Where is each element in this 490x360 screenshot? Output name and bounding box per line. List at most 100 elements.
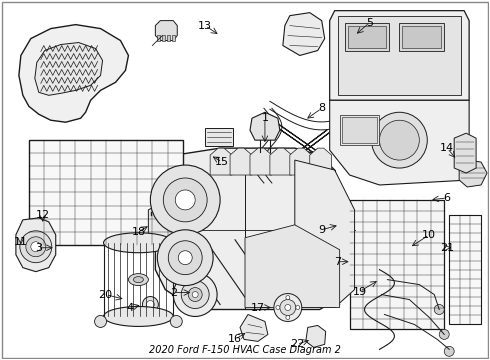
Circle shape	[265, 115, 275, 125]
Circle shape	[371, 112, 427, 168]
Bar	[449, 215, 481, 324]
Polygon shape	[330, 11, 469, 100]
Bar	[349, 200, 444, 329]
Circle shape	[163, 178, 207, 222]
Circle shape	[280, 300, 296, 315]
Circle shape	[286, 296, 290, 300]
Circle shape	[178, 251, 192, 265]
Text: 7: 7	[334, 257, 341, 267]
Text: 4: 4	[127, 302, 134, 312]
Bar	[402, 26, 441, 48]
Text: 21: 21	[440, 243, 454, 253]
Ellipse shape	[103, 233, 173, 253]
Polygon shape	[245, 225, 340, 307]
Text: 20: 20	[98, 289, 113, 300]
Text: 15: 15	[215, 157, 229, 167]
Circle shape	[20, 231, 52, 263]
Text: 5: 5	[366, 18, 373, 28]
Bar	[29, 140, 183, 245]
Ellipse shape	[133, 276, 144, 283]
Bar	[342, 117, 377, 143]
Polygon shape	[295, 160, 355, 307]
Circle shape	[175, 190, 195, 210]
Circle shape	[434, 305, 444, 315]
Polygon shape	[148, 202, 178, 242]
Bar	[344, 23, 390, 50]
Bar	[167, 35, 171, 41]
Polygon shape	[377, 245, 401, 261]
Polygon shape	[19, 24, 128, 122]
Text: 14: 14	[440, 143, 454, 153]
Text: 16: 16	[228, 334, 242, 345]
Text: 17: 17	[251, 302, 265, 312]
Bar	[29, 140, 183, 245]
Polygon shape	[155, 21, 177, 41]
Circle shape	[95, 315, 106, 328]
Circle shape	[147, 301, 154, 309]
Circle shape	[150, 165, 220, 235]
Polygon shape	[283, 13, 325, 55]
Circle shape	[296, 306, 300, 310]
Circle shape	[173, 273, 217, 316]
Ellipse shape	[128, 274, 148, 285]
Text: 2020 Ford F-150 HVAC Case Diagram 2: 2020 Ford F-150 HVAC Case Diagram 2	[149, 345, 341, 355]
Text: 1: 1	[262, 113, 269, 123]
Polygon shape	[290, 148, 312, 175]
Circle shape	[157, 230, 213, 285]
Polygon shape	[306, 325, 326, 347]
Circle shape	[26, 237, 46, 257]
Circle shape	[168, 241, 202, 275]
Text: 12: 12	[36, 210, 50, 220]
Text: 3: 3	[35, 243, 42, 253]
Circle shape	[171, 315, 182, 328]
Bar	[349, 200, 444, 329]
Text: 10: 10	[422, 230, 436, 240]
Bar	[162, 35, 165, 41]
Polygon shape	[459, 160, 487, 187]
Bar	[449, 215, 481, 324]
Polygon shape	[230, 148, 252, 175]
Bar	[338, 15, 461, 95]
Polygon shape	[240, 315, 268, 341]
Bar	[157, 35, 160, 41]
Polygon shape	[16, 218, 56, 272]
Text: 13: 13	[198, 21, 212, 31]
Text: 18: 18	[131, 227, 146, 237]
Circle shape	[444, 346, 454, 356]
Polygon shape	[343, 245, 367, 261]
Polygon shape	[155, 148, 360, 310]
Bar	[347, 26, 387, 48]
Bar	[205, 128, 233, 146]
Polygon shape	[210, 148, 232, 175]
Polygon shape	[454, 133, 476, 173]
Text: 19: 19	[352, 287, 367, 297]
Circle shape	[274, 293, 302, 321]
Text: 22: 22	[290, 339, 304, 349]
Polygon shape	[330, 100, 469, 185]
Text: 11: 11	[14, 237, 28, 247]
Text: 9: 9	[318, 225, 325, 235]
Circle shape	[390, 130, 399, 140]
Bar	[340, 115, 379, 145]
Circle shape	[439, 329, 449, 339]
Polygon shape	[310, 148, 332, 175]
Circle shape	[31, 242, 41, 252]
Circle shape	[181, 280, 209, 309]
Circle shape	[286, 315, 290, 319]
Polygon shape	[270, 148, 292, 175]
Circle shape	[276, 306, 280, 310]
Text: 6: 6	[444, 193, 451, 203]
Bar	[172, 35, 175, 41]
Circle shape	[188, 288, 202, 302]
Text: 8: 8	[318, 103, 325, 113]
Circle shape	[379, 120, 419, 160]
Circle shape	[285, 305, 291, 310]
Text: 2: 2	[170, 288, 177, 298]
Bar	[399, 23, 444, 50]
Polygon shape	[35, 42, 102, 95]
Circle shape	[143, 297, 158, 312]
Ellipse shape	[103, 306, 173, 327]
Polygon shape	[250, 148, 272, 175]
Circle shape	[192, 292, 198, 298]
Polygon shape	[250, 112, 280, 140]
